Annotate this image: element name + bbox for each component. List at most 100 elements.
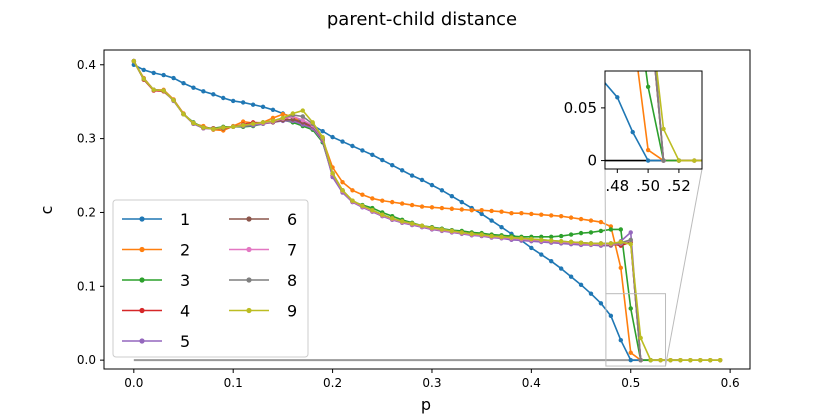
legend-marker	[246, 246, 252, 253]
data-point	[449, 206, 455, 211]
data-point	[638, 335, 643, 341]
zoom-region-box	[605, 293, 667, 367]
legend-label: 7	[287, 241, 297, 260]
data-point	[330, 171, 335, 176]
data-point	[360, 192, 365, 197]
legend-item-8: 8	[229, 271, 297, 290]
data-point	[539, 237, 544, 242]
data-point	[270, 118, 276, 124]
legend-label: 1	[180, 210, 190, 229]
data-point	[519, 210, 524, 216]
data-point	[618, 338, 623, 343]
data-point	[499, 209, 504, 214]
legend-marker	[139, 277, 145, 283]
inset-x-tick-label: .48	[605, 177, 629, 195]
legend-item-1: 1	[122, 210, 190, 229]
chart-title: parent-child distance	[327, 9, 517, 30]
zoom-connector	[604, 168, 607, 294]
data-point	[320, 134, 325, 140]
data-point	[578, 240, 584, 245]
x-tick-label: 0.2	[323, 376, 342, 390]
data-point	[568, 239, 574, 245]
data-point	[231, 124, 236, 129]
data-point	[489, 218, 494, 223]
data-point	[618, 227, 623, 232]
data-point	[260, 104, 266, 110]
data-point	[568, 232, 574, 237]
data-point	[568, 215, 574, 220]
data-point	[390, 162, 395, 168]
legend-item-4: 4	[122, 302, 190, 321]
inset-series-line-1	[605, 81, 702, 162]
data-point	[370, 152, 375, 158]
inset-frame	[604, 70, 703, 170]
data-point	[449, 194, 455, 199]
data-point	[300, 117, 305, 123]
data-point	[618, 265, 623, 271]
data-point	[310, 120, 315, 125]
inset-data-point	[676, 158, 682, 163]
data-point	[717, 357, 723, 363]
data-point	[588, 291, 594, 296]
data-point	[240, 100, 246, 105]
data-point	[250, 121, 256, 127]
y-tick-label: 0.3	[77, 132, 96, 146]
data-point	[459, 207, 464, 212]
data-point	[161, 88, 166, 93]
y-tick-label: 0.1	[77, 279, 96, 293]
data-point	[270, 107, 276, 113]
data-point	[598, 301, 604, 306]
x-tick-label: 0.3	[422, 376, 441, 390]
data-point	[419, 204, 425, 209]
data-point	[598, 228, 604, 234]
data-point	[698, 357, 703, 363]
data-point	[529, 245, 534, 251]
inset-data-point	[645, 84, 651, 90]
data-point	[688, 357, 693, 363]
y-tick-label: 0.2	[77, 205, 96, 219]
data-point	[350, 188, 355, 193]
legend-marker	[139, 307, 145, 314]
data-point	[399, 201, 405, 206]
legend-label: 3	[180, 271, 190, 290]
inset-y-tick-label: 0	[587, 152, 597, 170]
data-point	[588, 230, 594, 235]
x-tick-label: 0.4	[522, 376, 541, 390]
data-point	[141, 67, 146, 73]
legend-marker	[139, 246, 145, 253]
data-point	[558, 266, 564, 271]
data-point	[290, 111, 296, 116]
data-point	[370, 208, 375, 213]
inset-data-point	[645, 147, 651, 153]
data-point	[549, 234, 554, 240]
data-point	[201, 125, 206, 130]
x-tick-label: 0.5	[621, 376, 640, 390]
data-point	[469, 208, 474, 213]
data-point	[658, 357, 663, 363]
data-point	[429, 205, 435, 210]
data-point	[519, 236, 524, 241]
legend-item-9: 9	[229, 302, 297, 321]
zoom-connector	[665, 168, 703, 367]
data-point	[558, 213, 564, 219]
data-point	[429, 182, 435, 188]
legend-label: 5	[180, 332, 190, 351]
data-point	[320, 129, 325, 134]
data-point	[360, 203, 365, 209]
inset-data-point	[661, 126, 666, 132]
inset-series-9	[656, 71, 702, 163]
data-point	[171, 75, 176, 81]
data-point	[221, 95, 226, 101]
legend-marker	[246, 216, 252, 222]
data-point	[161, 72, 166, 78]
data-point	[141, 76, 146, 82]
data-point	[459, 199, 464, 205]
data-point	[280, 115, 286, 121]
data-point	[370, 196, 375, 201]
data-point	[181, 81, 186, 86]
legend-label: 2	[180, 241, 190, 260]
data-point	[588, 218, 594, 223]
data-point	[409, 221, 415, 226]
data-point	[479, 211, 484, 217]
data-point	[628, 357, 633, 363]
